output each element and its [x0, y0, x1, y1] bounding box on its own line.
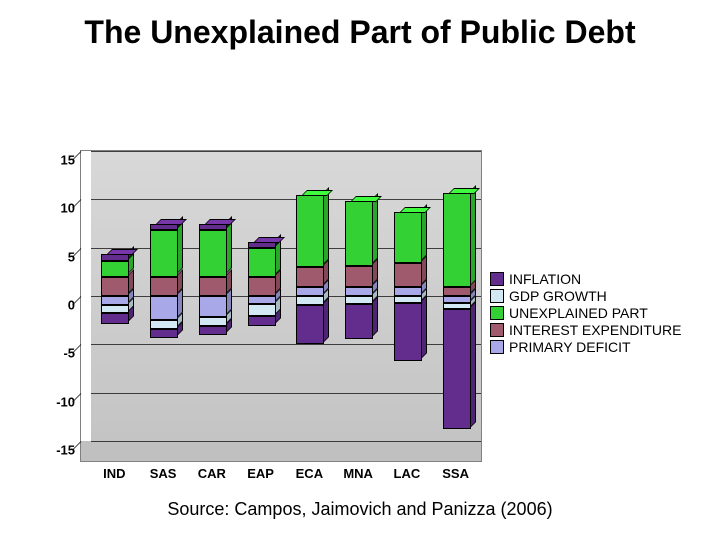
- legend-label: INTEREST EXPENDITURE: [509, 322, 681, 338]
- y-tick-label: 15: [45, 153, 75, 168]
- bar-segment: [443, 296, 471, 303]
- bar-segment: [199, 326, 227, 335]
- bar-segment: [296, 267, 324, 287]
- legend: INFLATIONGDP GROWTHUNEXPLAINED PARTINTER…: [490, 270, 681, 356]
- bar-group: [443, 151, 471, 441]
- bar-segment: [248, 304, 276, 317]
- bar-segment: [394, 287, 422, 296]
- bar-segment: [199, 277, 227, 296]
- gridline: [91, 441, 481, 442]
- bar-segment: [101, 305, 129, 314]
- bar-group: [199, 151, 227, 441]
- bar-segment: [296, 296, 324, 305]
- chart: 151050-5-10-15 INDSASCAREAPECAMNALACSSA: [50, 150, 480, 460]
- y-tick-label: 10: [45, 201, 75, 216]
- bar-segment: [248, 277, 276, 296]
- x-tick-label: MNA: [333, 466, 383, 481]
- x-tick-label: SAS: [138, 466, 188, 481]
- source-caption: Source: Campos, Jaimovich and Panizza (2…: [0, 499, 720, 520]
- bar-segment: [345, 287, 373, 296]
- y-tick-label: 0: [45, 298, 75, 313]
- plot-area: [80, 150, 482, 462]
- legend-item: GDP GROWTH: [490, 288, 681, 304]
- x-tick-label: LAC: [382, 466, 432, 481]
- bar-segment: [248, 316, 276, 326]
- bar-segment: [101, 296, 129, 305]
- bar-segment: [394, 303, 422, 361]
- legend-item: INFLATION: [490, 271, 681, 287]
- legend-swatch: [490, 306, 504, 320]
- bar-group: [296, 151, 324, 441]
- bar-segment: [443, 193, 471, 288]
- bar-segment: [345, 304, 373, 339]
- bar-segment: [394, 296, 422, 303]
- bar-segment: [101, 313, 129, 324]
- bar-group: [101, 151, 129, 441]
- bar-segment: [101, 254, 129, 261]
- bar-segment: [345, 296, 373, 304]
- legend-label: PRIMARY DEFICIT: [509, 339, 631, 355]
- bar-segment: [248, 242, 276, 248]
- y-tick-label: -5: [45, 346, 75, 361]
- bar-segment: [101, 261, 129, 276]
- page-title: The Unexplained Part of Public Debt: [0, 0, 720, 51]
- bar-group: [248, 151, 276, 441]
- bar-segment: [199, 230, 227, 276]
- bar-segment: [101, 277, 129, 296]
- bar-segment: [345, 201, 373, 266]
- legend-item: UNEXPLAINED PART: [490, 305, 681, 321]
- bar-segment: [394, 212, 422, 263]
- x-tick-label: ECA: [284, 466, 334, 481]
- bar-segment: [296, 287, 324, 296]
- y-tick-label: -15: [45, 443, 75, 458]
- bar-segment: [248, 296, 276, 304]
- legend-swatch: [490, 340, 504, 354]
- bar-group: [345, 151, 373, 441]
- bar-segment: [443, 287, 471, 296]
- bar-segment: [150, 320, 178, 329]
- x-tick-label: CAR: [187, 466, 237, 481]
- legend-swatch: [490, 323, 504, 337]
- legend-swatch: [490, 272, 504, 286]
- x-tick-label: SSA: [431, 466, 481, 481]
- bar-segment: [150, 224, 178, 230]
- x-tick-label: IND: [89, 466, 139, 481]
- bar-segment: [248, 248, 276, 277]
- chart-floor: [81, 441, 481, 461]
- bar-segment: [443, 309, 471, 430]
- y-tick-label: -10: [45, 394, 75, 409]
- legend-swatch: [490, 289, 504, 303]
- bar-segment: [150, 230, 178, 276]
- bar-group: [394, 151, 422, 441]
- legend-item: PRIMARY DEFICIT: [490, 339, 681, 355]
- legend-item: INTEREST EXPENDITURE: [490, 322, 681, 338]
- y-tick-label: 5: [45, 249, 75, 264]
- legend-label: GDP GROWTH: [509, 288, 607, 304]
- legend-label: INFLATION: [509, 271, 581, 287]
- bar-segment: [199, 296, 227, 317]
- bar-segment: [296, 195, 324, 267]
- bar-segment: [296, 305, 324, 345]
- legend-label: UNEXPLAINED PART: [509, 305, 648, 321]
- bar-segment: [345, 266, 373, 287]
- bar-segment: [394, 263, 422, 287]
- bar-segment: [150, 277, 178, 296]
- x-tick-label: EAP: [236, 466, 286, 481]
- bar-segment: [150, 296, 178, 320]
- bar-segment: [199, 224, 227, 230]
- bar-group: [150, 151, 178, 441]
- bar-segment: [199, 317, 227, 326]
- bar-segment: [150, 329, 178, 338]
